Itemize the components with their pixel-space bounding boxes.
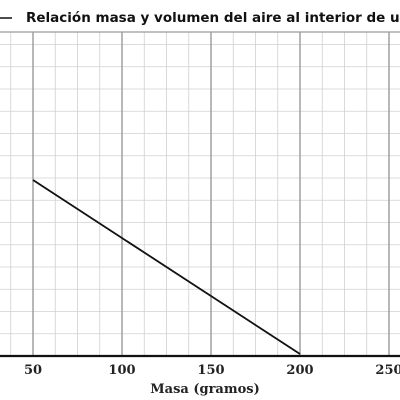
x-tick-label: 100	[108, 363, 135, 378]
series-line	[32, 179, 301, 355]
chart-title: Relación masa y volumen del aire al inte…	[26, 10, 400, 26]
chart-labels: 50 100 150 200 250	[24, 363, 400, 378]
x-tick-label: 200	[286, 363, 313, 378]
chart-title-group: Relación masa y volumen del aire al inte…	[0, 10, 400, 26]
x-tick-label: 150	[197, 363, 224, 378]
x-tick-label: 250	[375, 363, 400, 378]
chart-series	[32, 179, 301, 355]
chart-grid	[0, 31, 400, 357]
x-tick-label: 50	[24, 363, 42, 378]
x-axis-label: Masa (gramos)	[150, 382, 260, 397]
